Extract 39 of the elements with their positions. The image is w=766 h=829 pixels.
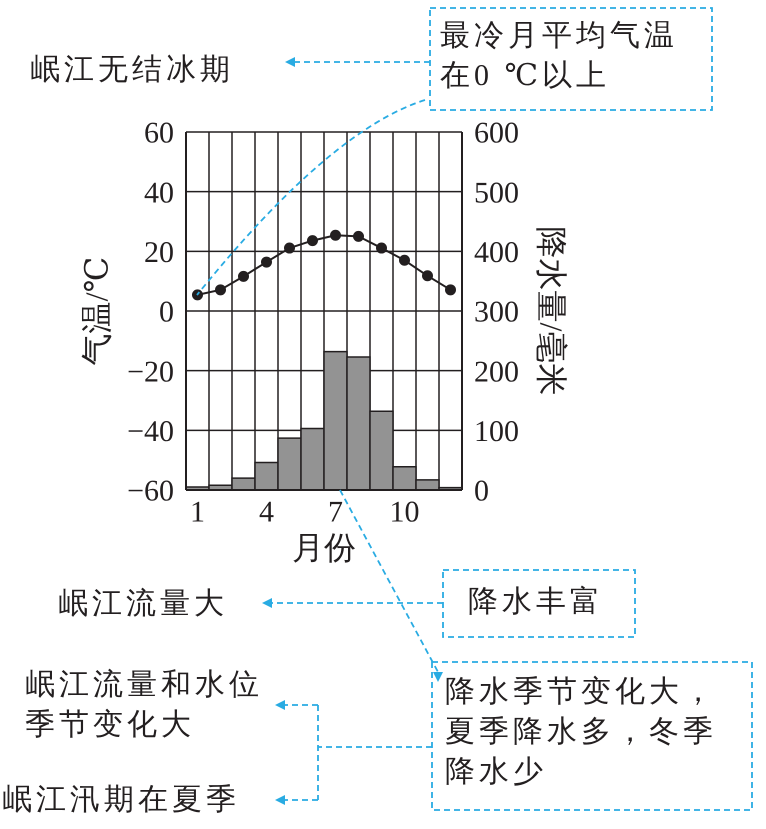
text: 岷江汛期在夏季 [2,782,240,818]
x-tick-label: 1 [190,495,205,528]
x-tick-label: 7 [328,495,343,528]
y2-tick-label: 100 [474,414,519,448]
y2-tick-label: 600 [474,116,519,150]
point [445,284,456,296]
y-tick-label: 20 [144,236,174,269]
point [422,270,433,282]
y-tick-label: 60 [144,116,174,150]
point [353,230,364,242]
y2-tick-label: 400 [474,236,519,269]
text: 降水丰富 [468,584,604,620]
point [330,230,341,241]
point [215,284,226,296]
y2-tick-label: 200 [474,355,519,388]
text: 岷江无结冰期 [30,52,234,88]
point [261,256,272,268]
point [284,242,295,254]
point [399,254,410,266]
y-tick-label: 0 [159,296,174,329]
point [376,242,387,254]
point [238,270,249,282]
y-tick-label: −60 [127,474,174,508]
y-tick-label: −20 [127,355,174,388]
y-axis-title: 气温/℃ [78,256,114,366]
point [307,235,318,246]
x-tick-label: 4 [259,495,274,528]
text: 降水季节变化大，夏季降水多，冬季降水少 [445,674,718,790]
text: 岷江流量大 [58,586,228,622]
y2-tick-label: 300 [474,296,519,329]
y2-tick-label: 500 [474,176,519,210]
x-axis-title: 月份 [292,530,356,566]
y2-axis-title: 降水量/毫米 [534,226,570,396]
y-tick-label: −40 [127,414,174,448]
y-tick-label: 40 [144,176,174,210]
text: 最冷月平均气温在0 ℃以上 [440,18,679,94]
y2-tick-label: 0 [474,474,489,508]
x-tick-label: 10 [390,495,420,528]
text: 岷江流量和水位季节变化大 [25,667,264,743]
